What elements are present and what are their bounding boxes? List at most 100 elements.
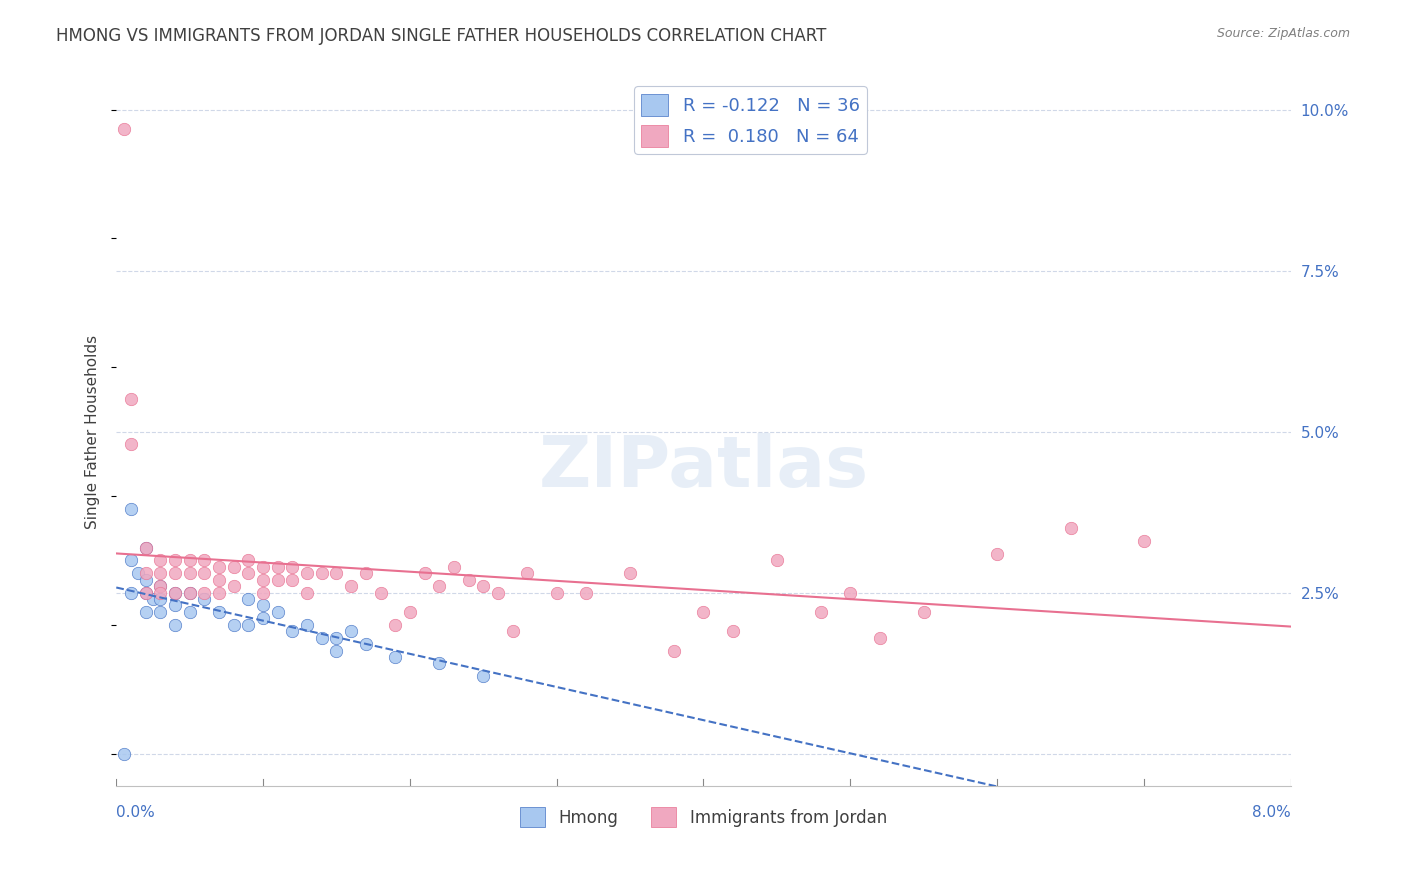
Point: [457, 573, 479, 587]
Point: [311, 631, 333, 645]
Point: [238, 592, 260, 607]
Point: [443, 559, 465, 574]
Point: [120, 437, 142, 451]
Point: [516, 566, 538, 581]
Point: [721, 624, 744, 639]
Point: [163, 617, 186, 632]
Text: Source: ZipAtlas.com: Source: ZipAtlas.com: [1216, 27, 1350, 40]
Point: [267, 559, 290, 574]
Point: [127, 566, 149, 581]
Point: [399, 605, 422, 619]
Point: [354, 637, 377, 651]
Point: [142, 592, 165, 607]
Point: [486, 585, 509, 599]
Point: [502, 624, 524, 639]
Point: [120, 585, 142, 599]
Point: [340, 579, 363, 593]
Point: [135, 585, 157, 599]
Point: [311, 566, 333, 581]
Point: [193, 592, 215, 607]
Point: [163, 566, 186, 581]
Point: [193, 566, 215, 581]
Point: [1133, 534, 1156, 549]
Point: [238, 617, 260, 632]
Point: [267, 605, 290, 619]
Point: [267, 573, 290, 587]
Point: [340, 624, 363, 639]
Point: [193, 585, 215, 599]
Text: 0.0%: 0.0%: [117, 805, 155, 820]
Point: [281, 573, 304, 587]
Text: HMONG VS IMMIGRANTS FROM JORDAN SINGLE FATHER HOUSEHOLDS CORRELATION CHART: HMONG VS IMMIGRANTS FROM JORDAN SINGLE F…: [56, 27, 827, 45]
Point: [427, 657, 450, 671]
Point: [222, 559, 245, 574]
Point: [179, 553, 201, 567]
Point: [252, 599, 274, 613]
Point: [766, 553, 789, 567]
Point: [662, 643, 685, 657]
Point: [163, 585, 186, 599]
Text: ZIPatlas: ZIPatlas: [538, 433, 869, 501]
Point: [839, 585, 862, 599]
Point: [222, 579, 245, 593]
Point: [135, 573, 157, 587]
Point: [179, 605, 201, 619]
Point: [1059, 521, 1081, 535]
Point: [149, 566, 172, 581]
Point: [325, 631, 347, 645]
Point: [120, 392, 142, 407]
Point: [179, 585, 201, 599]
Point: [149, 592, 172, 607]
Point: [193, 553, 215, 567]
Point: [238, 553, 260, 567]
Point: [149, 579, 172, 593]
Point: [179, 566, 201, 581]
Point: [619, 566, 641, 581]
Point: [546, 585, 568, 599]
Point: [120, 553, 142, 567]
Point: [135, 605, 157, 619]
Point: [238, 566, 260, 581]
Point: [295, 585, 318, 599]
Point: [384, 617, 406, 632]
Point: [413, 566, 436, 581]
Point: [281, 559, 304, 574]
Point: [370, 585, 392, 599]
Point: [384, 650, 406, 665]
Point: [295, 566, 318, 581]
Point: [179, 585, 201, 599]
Text: 8.0%: 8.0%: [1251, 805, 1291, 820]
Point: [252, 559, 274, 574]
Point: [472, 669, 495, 683]
Point: [149, 605, 172, 619]
Point: [295, 617, 318, 632]
Point: [149, 579, 172, 593]
Point: [208, 585, 231, 599]
Point: [354, 566, 377, 581]
Point: [252, 611, 274, 625]
Point: [252, 573, 274, 587]
Point: [208, 605, 231, 619]
Point: [325, 566, 347, 581]
Point: [163, 553, 186, 567]
Point: [135, 585, 157, 599]
Point: [112, 122, 135, 136]
Point: [208, 559, 231, 574]
Point: [325, 643, 347, 657]
Point: [281, 624, 304, 639]
Point: [120, 502, 142, 516]
Point: [135, 566, 157, 581]
Point: [163, 599, 186, 613]
Point: [252, 585, 274, 599]
Point: [222, 617, 245, 632]
Point: [472, 579, 495, 593]
Point: [149, 585, 172, 599]
Point: [135, 541, 157, 555]
Point: [810, 605, 832, 619]
Point: [986, 547, 1008, 561]
Point: [869, 631, 891, 645]
Point: [427, 579, 450, 593]
Point: [575, 585, 598, 599]
Point: [149, 553, 172, 567]
Point: [208, 573, 231, 587]
